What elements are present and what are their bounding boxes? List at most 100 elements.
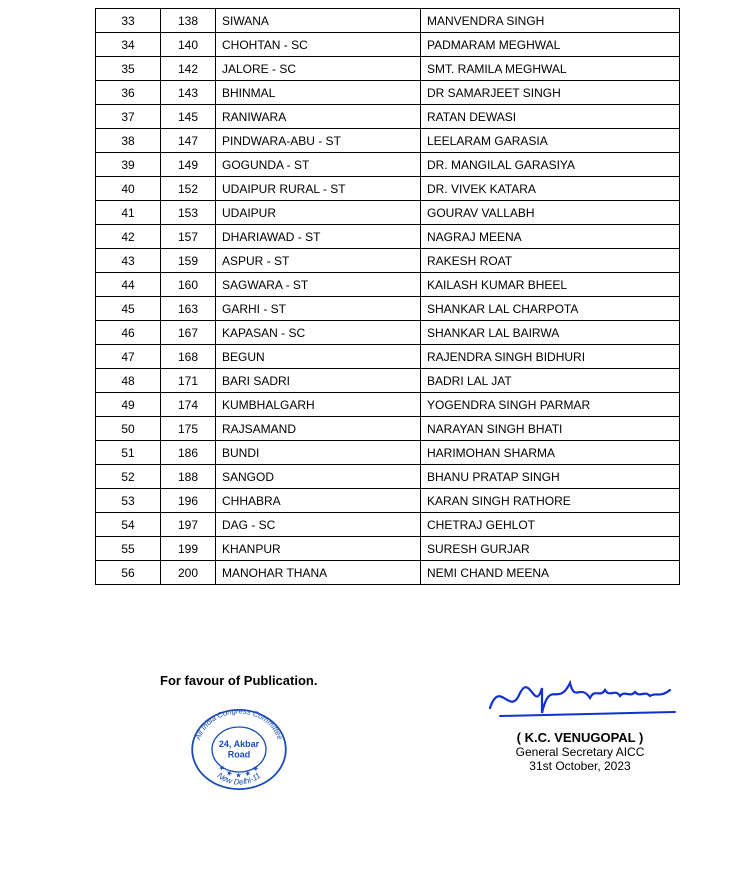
candidate-name: RAJENDRA SINGH BIDHURI	[421, 345, 680, 369]
serial-number: 42	[96, 225, 161, 249]
constituency-name: KUMBHALGARH	[216, 393, 421, 417]
candidate-name: NEMI CHAND MEENA	[421, 561, 680, 585]
serial-number: 52	[96, 465, 161, 489]
constituency-number: 196	[161, 489, 216, 513]
constituency-number: 153	[161, 201, 216, 225]
serial-number: 34	[96, 33, 161, 57]
constituency-name: ASPUR - ST	[216, 249, 421, 273]
constituency-name: BUNDI	[216, 441, 421, 465]
candidate-name: LEELARAM GARASIA	[421, 129, 680, 153]
candidate-name: SHANKAR LAL CHARPOTA	[421, 297, 680, 321]
serial-number: 40	[96, 177, 161, 201]
constituency-number: 171	[161, 369, 216, 393]
signatory-name: ( K.C. VENUGOPAL )	[517, 730, 644, 745]
constituency-number: 186	[161, 441, 216, 465]
signature-block: ( K.C. VENUGOPAL ) General Secretary AIC…	[480, 668, 680, 790]
serial-number: 39	[96, 153, 161, 177]
constituency-number: 168	[161, 345, 216, 369]
constituency-number: 188	[161, 465, 216, 489]
constituency-number: 157	[161, 225, 216, 249]
table-row: 46167KAPASAN - SCSHANKAR LAL BAIRWA	[96, 321, 680, 345]
constituency-number: 138	[161, 9, 216, 33]
table-row: 33138SIWANAMANVENDRA SINGH	[96, 9, 680, 33]
constituency-number: 200	[161, 561, 216, 585]
candidate-name: BADRI LAL JAT	[421, 369, 680, 393]
candidate-name: YOGENDRA SINGH PARMAR	[421, 393, 680, 417]
constituency-number: 140	[161, 33, 216, 57]
table-row: 52188SANGODBHANU PRATAP SINGH	[96, 465, 680, 489]
table-row: 35142JALORE - SCSMT. RAMILA MEGHWAL	[96, 57, 680, 81]
constituency-name: JALORE - SC	[216, 57, 421, 81]
signature-icon	[480, 668, 680, 728]
constituency-name: CHHABRA	[216, 489, 421, 513]
serial-number: 45	[96, 297, 161, 321]
constituency-name: GARHI - ST	[216, 297, 421, 321]
constituency-name: SIWANA	[216, 9, 421, 33]
table-row: 44160SAGWARA - STKAILASH KUMAR BHEEL	[96, 273, 680, 297]
candidate-name: KAILASH KUMAR BHEEL	[421, 273, 680, 297]
constituency-number: 143	[161, 81, 216, 105]
constituency-number: 163	[161, 297, 216, 321]
constituency-number: 159	[161, 249, 216, 273]
candidate-name: SHANKAR LAL BAIRWA	[421, 321, 680, 345]
candidate-name: DR. VIVEK KATARA	[421, 177, 680, 201]
serial-number: 33	[96, 9, 161, 33]
signature-date: 31st October, 2023	[529, 759, 630, 773]
constituency-number: 142	[161, 57, 216, 81]
serial-number: 55	[96, 537, 161, 561]
table-row: 45163GARHI - STSHANKAR LAL CHARPOTA	[96, 297, 680, 321]
constituency-name: BARI SADRI	[216, 369, 421, 393]
candidate-name: DR SAMARJEET SINGH	[421, 81, 680, 105]
candidate-name: SURESH GURJAR	[421, 537, 680, 561]
serial-number: 46	[96, 321, 161, 345]
constituency-number: 152	[161, 177, 216, 201]
serial-number: 48	[96, 369, 161, 393]
publication-block: For favour of Publication. All India Con…	[160, 673, 317, 790]
constituency-name: PINDWARA-ABU - ST	[216, 129, 421, 153]
candidate-name: BHANU PRATAP SINGH	[421, 465, 680, 489]
constituency-number: 167	[161, 321, 216, 345]
constituency-number: 197	[161, 513, 216, 537]
constituency-name: RAJSAMAND	[216, 417, 421, 441]
table-row: 39149GOGUNDA - STDR. MANGILAL GARASIYA	[96, 153, 680, 177]
serial-number: 54	[96, 513, 161, 537]
constituency-number: 199	[161, 537, 216, 561]
table-row: 51186BUNDIHARIMOHAN SHARMA	[96, 441, 680, 465]
constituency-name: UDAIPUR	[216, 201, 421, 225]
constituency-number: 174	[161, 393, 216, 417]
candidate-name: KARAN SINGH RATHORE	[421, 489, 680, 513]
constituency-name: BHINMAL	[216, 81, 421, 105]
table-row: 56200MANOHAR THANANEMI CHAND MEENA	[96, 561, 680, 585]
candidate-name: PADMARAM MEGHWAL	[421, 33, 680, 57]
candidate-name: MANVENDRA SINGH	[421, 9, 680, 33]
table-row: 38147PINDWARA-ABU - STLEELARAM GARASIA	[96, 129, 680, 153]
stamp-text-top: All India Congress Committee	[193, 706, 285, 741]
candidate-name: SMT. RAMILA MEGHWAL	[421, 57, 680, 81]
serial-number: 50	[96, 417, 161, 441]
constituency-number: 147	[161, 129, 216, 153]
table-row: 43159ASPUR - STRAKESH ROAT	[96, 249, 680, 273]
table-row: 55199KHANPURSURESH GURJAR	[96, 537, 680, 561]
candidate-name: GOURAV VALLABH	[421, 201, 680, 225]
table-row: 42157DHARIAWAD - STNAGRAJ MEENA	[96, 225, 680, 249]
stamp-inner-line1: 24, Akbar	[219, 739, 260, 749]
serial-number: 53	[96, 489, 161, 513]
constituency-name: KAPASAN - SC	[216, 321, 421, 345]
publication-label: For favour of Publication.	[160, 673, 317, 688]
constituency-name: SANGOD	[216, 465, 421, 489]
constituency-name: SAGWARA - ST	[216, 273, 421, 297]
candidate-name: NARAYAN SINGH BHATI	[421, 417, 680, 441]
table-row: 48171BARI SADRIBADRI LAL JAT	[96, 369, 680, 393]
table-row: 53196CHHABRAKARAN SINGH RATHORE	[96, 489, 680, 513]
candidate-name: RAKESH ROAT	[421, 249, 680, 273]
stamp-inner-line2: Road	[227, 750, 250, 760]
constituency-number: 145	[161, 105, 216, 129]
signatory-title: General Secretary AICC	[516, 745, 645, 759]
constituency-number: 149	[161, 153, 216, 177]
candidates-table-wrap: 33138SIWANAMANVENDRA SINGH34140CHOHTAN -…	[95, 8, 680, 585]
serial-number: 44	[96, 273, 161, 297]
serial-number: 56	[96, 561, 161, 585]
constituency-name: CHOHTAN - SC	[216, 33, 421, 57]
table-row: 37145RANIWARARATAN DEWASI	[96, 105, 680, 129]
constituency-name: UDAIPUR RURAL - ST	[216, 177, 421, 201]
